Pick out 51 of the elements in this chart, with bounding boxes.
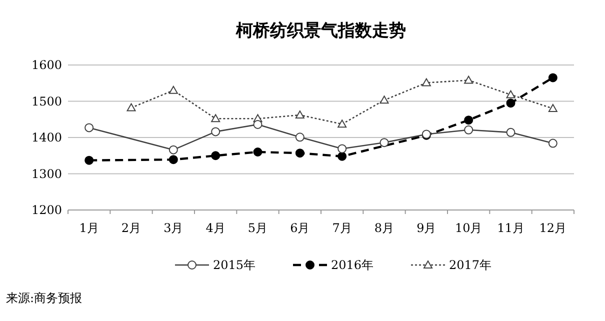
x-tick-label: 11月 [497,221,524,235]
legend-label: 2017年 [449,258,492,272]
y-tick-label: 1300 [31,166,62,181]
point [126,103,136,112]
x-tick-label: 3月 [164,221,184,235]
point [295,132,304,142]
point [168,145,178,154]
y-tick-label: 1400 [31,130,62,144]
point [506,90,516,98]
x-tick-label: 10月 [454,221,482,235]
x-tick-label: 4月 [206,221,226,235]
point [211,151,220,160]
point [338,144,347,154]
point [84,156,94,165]
x-tick-label: 1月 [79,221,99,235]
point [464,116,474,125]
x-tick-label: 7月 [332,221,352,235]
point [506,128,516,137]
point [338,120,347,128]
point [506,98,516,108]
point [84,123,94,132]
point [422,78,431,86]
y-tick-label: 1500 [31,94,62,108]
legend-label: 2015年 [213,258,256,272]
x-tick-label: 12月 [539,221,567,235]
point [211,114,220,122]
y-tick-label: 1600 [31,58,62,72]
point [295,110,304,119]
point [211,127,220,136]
point [253,120,262,129]
point [338,152,347,161]
x-tick-label: 8月 [374,221,394,235]
point [168,155,178,164]
point [295,148,304,158]
point [464,76,474,84]
point [380,96,389,104]
annotation: 来源:商务预报 [6,291,82,305]
point [253,148,262,156]
point [464,125,474,134]
point [380,138,389,148]
x-tick-label: 6月 [290,221,310,235]
x-tick-label: 5月 [248,221,268,235]
x-tick-label: 9月 [416,221,436,235]
point [548,73,558,82]
title: 柯桥纺织景气指数走势 [236,21,406,41]
y-tick-label: 1200 [31,203,62,217]
point [548,138,558,148]
point [548,104,558,112]
point [168,86,178,94]
x-tick-label: 2月 [121,221,142,235]
legend-label: 2016年 [331,258,374,272]
